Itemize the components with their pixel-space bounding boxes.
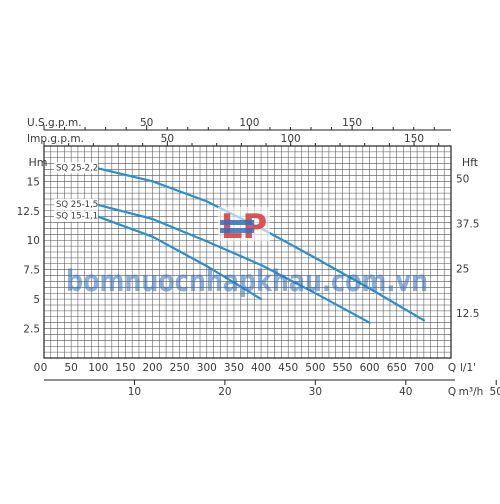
top-tick-usgpm: 150 bbox=[342, 117, 362, 129]
x-tick-lmin: 550 bbox=[332, 362, 352, 374]
y-tick-hm: 5 bbox=[33, 294, 40, 306]
x-tick-lmin: 350 bbox=[224, 362, 244, 374]
y-tick-hft: 37.5 bbox=[456, 218, 479, 230]
x-tick-m3h: 50 bbox=[490, 386, 500, 398]
y-axis-hft-label: Hft bbox=[462, 156, 479, 169]
x-tick-lmin: 600 bbox=[360, 362, 380, 374]
grid bbox=[44, 146, 451, 358]
logo-stripe bbox=[220, 228, 254, 233]
x-tick-lmin: 200 bbox=[143, 362, 163, 374]
top-tick-usgpm: 50 bbox=[140, 117, 153, 129]
x-tick-lmin: 150 bbox=[115, 362, 135, 374]
y-tick-hft: 25 bbox=[456, 263, 469, 275]
top-tick-impgpm: 100 bbox=[281, 133, 301, 145]
y-tick-hm: 0 bbox=[34, 362, 41, 374]
x-tick-lmin: 500 bbox=[305, 362, 325, 374]
y-tick-hft: 12.5 bbox=[456, 308, 479, 320]
series-label: SQ 15-1,1 bbox=[56, 212, 98, 222]
y-tick-hm: 7.5 bbox=[23, 265, 40, 277]
x-tick-lmin: 250 bbox=[170, 362, 190, 374]
x-axis-q-label: Q bbox=[448, 362, 456, 374]
y-tick-hft: 50 bbox=[456, 174, 469, 186]
x-tick-lmin: 450 bbox=[278, 362, 298, 374]
x-tick-lmin: 700 bbox=[414, 362, 434, 374]
x-axis-lmin-unit: l/1' bbox=[460, 362, 476, 374]
y-tick-hm: 12.5 bbox=[17, 206, 40, 218]
logo-letters: LP bbox=[221, 207, 268, 247]
top-tick-impgpm: 150 bbox=[404, 133, 424, 145]
x-tick-m3h: 40 bbox=[399, 386, 412, 398]
x-axis-q-label-2: Q bbox=[448, 386, 456, 398]
watermark: LP bomnuocnhapkhau.com.vn bbox=[66, 207, 428, 298]
y-axis-hm-label: Hm bbox=[29, 156, 48, 169]
logo-stripe bbox=[220, 220, 254, 225]
x-tick-lmin: 400 bbox=[251, 362, 271, 374]
watermark-text: bomnuocnhapkhau.com.vn bbox=[66, 264, 428, 298]
impgpm-axis-label: Imp.g.p.m. bbox=[27, 133, 84, 145]
series-label: SQ 25-2,2 bbox=[56, 163, 98, 173]
x-tick-m3h: 20 bbox=[218, 386, 231, 398]
x-axis-m3h-unit: m³/h bbox=[459, 386, 484, 398]
x-tick-m3h: 30 bbox=[309, 386, 322, 398]
top-tick-usgpm: 100 bbox=[239, 117, 259, 129]
x-tick-lmin: 50 bbox=[64, 362, 77, 374]
top-tick-impgpm: 50 bbox=[161, 133, 174, 145]
usgpm-axis-label: U.S.g.p.m. bbox=[27, 117, 82, 129]
y-tick-hm: 2.5 bbox=[23, 324, 40, 336]
x-tick-m3h: 10 bbox=[128, 386, 141, 398]
x-tick-lmin: 100 bbox=[88, 362, 108, 374]
y-tick-hm: 10 bbox=[27, 235, 40, 247]
series-label: SQ 25-1,5 bbox=[56, 200, 98, 210]
x-tick-lmin: 0 bbox=[41, 362, 48, 374]
x-tick-lmin: 650 bbox=[387, 362, 407, 374]
y-tick-hm: 15 bbox=[27, 176, 40, 188]
x-tick-lmin: 300 bbox=[197, 362, 217, 374]
